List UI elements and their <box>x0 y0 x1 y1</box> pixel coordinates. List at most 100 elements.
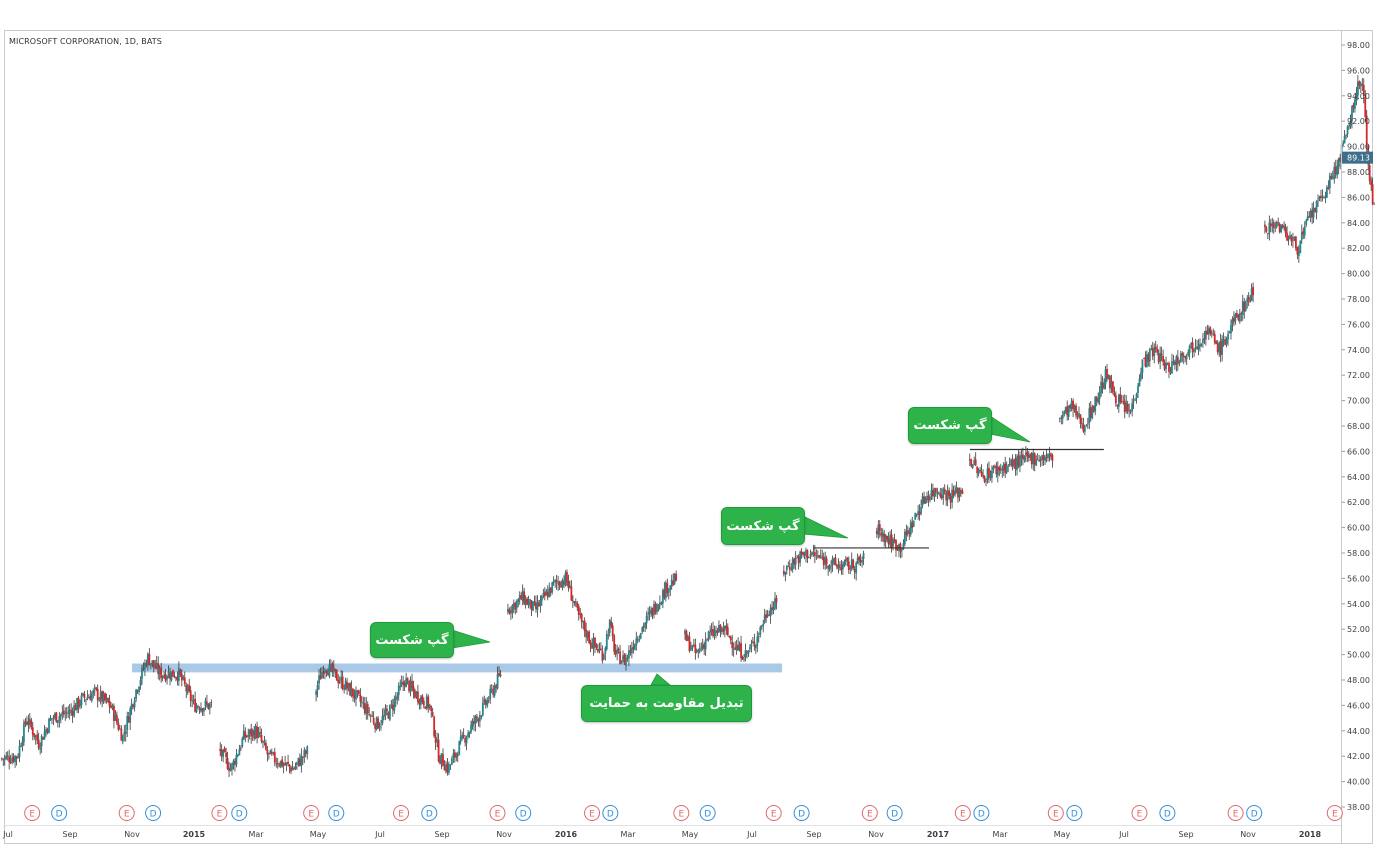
candle <box>90 691 93 703</box>
dividend-marker[interactable]: D <box>886 805 903 821</box>
candle <box>39 742 42 755</box>
candle <box>1132 394 1135 409</box>
earnings-marker[interactable]: E <box>118 805 135 821</box>
dividend-marker[interactable]: D <box>515 805 532 821</box>
candle <box>362 696 365 710</box>
candle <box>191 694 194 708</box>
candle <box>908 527 911 540</box>
dividend-marker[interactable]: D <box>145 805 162 821</box>
candle <box>836 563 838 570</box>
earnings-marker[interactable]: E <box>861 805 878 821</box>
candle <box>760 624 763 630</box>
candle <box>1362 78 1365 104</box>
candle <box>656 603 658 615</box>
candle <box>399 679 402 691</box>
candle <box>799 550 801 567</box>
candle <box>1324 191 1327 204</box>
candle <box>859 553 862 566</box>
earnings-marker[interactable]: E <box>211 805 228 821</box>
earnings-marker[interactable]: E <box>1047 805 1064 821</box>
dividend-marker[interactable]: D <box>231 805 248 821</box>
dividend-marker[interactable]: D <box>699 805 716 821</box>
candle <box>1063 410 1066 417</box>
candle <box>551 581 554 595</box>
candle <box>1302 227 1305 240</box>
candle <box>1005 461 1008 475</box>
candle <box>21 736 24 752</box>
candle <box>554 579 557 588</box>
candle <box>375 716 378 731</box>
time-tick-label: Nov <box>124 830 140 839</box>
dividend-marker[interactable]: D <box>1159 805 1176 821</box>
candle <box>1306 211 1309 221</box>
dividend-marker[interactable]: D <box>793 805 810 821</box>
candle <box>49 715 52 722</box>
earnings-marker[interactable]: E <box>489 805 506 821</box>
earnings-marker[interactable]: E <box>303 805 320 821</box>
candle <box>803 551 806 560</box>
candle <box>269 749 272 755</box>
candle <box>163 671 166 679</box>
candle <box>42 736 45 740</box>
candle <box>279 760 282 769</box>
earnings-marker[interactable]: E <box>393 805 410 821</box>
dividend-marker[interactable]: D <box>973 805 990 821</box>
candle <box>1172 355 1175 366</box>
candle <box>825 555 828 569</box>
candle <box>914 512 917 521</box>
candle <box>440 753 443 769</box>
earnings-marker[interactable]: E <box>1131 805 1148 821</box>
candle <box>507 603 509 615</box>
candle <box>548 582 551 598</box>
earnings-marker[interactable]: E <box>1227 805 1244 821</box>
candle <box>461 731 464 741</box>
earnings-marker[interactable]: E <box>954 805 971 821</box>
dividend-marker[interactable]: D <box>328 805 345 821</box>
candle <box>1013 458 1015 469</box>
candle <box>563 575 565 589</box>
candle <box>408 679 410 694</box>
candle <box>703 641 706 656</box>
candle <box>384 704 387 720</box>
candle <box>449 764 452 770</box>
earnings-marker[interactable]: E <box>765 805 782 821</box>
candle <box>48 717 50 734</box>
candle <box>1106 364 1108 382</box>
price-tick-label: 76.00 <box>1347 320 1370 329</box>
candle <box>6 751 9 761</box>
candle <box>1104 366 1107 390</box>
candle <box>517 598 520 608</box>
earnings-marker[interactable]: E <box>673 805 690 821</box>
price-tick-label: 64.00 <box>1347 473 1370 482</box>
candle <box>598 642 601 654</box>
earnings-marker[interactable]: E <box>584 805 601 821</box>
candle <box>939 487 942 499</box>
candle <box>0 757 3 761</box>
candle <box>1230 319 1232 340</box>
candle <box>861 556 863 568</box>
candle <box>707 630 710 642</box>
dividend-marker[interactable]: D <box>1066 805 1083 821</box>
earnings-marker[interactable]: E <box>1326 805 1343 821</box>
dividend-marker[interactable]: D <box>602 805 619 821</box>
earnings-marker[interactable]: E <box>24 805 41 821</box>
dividend-marker[interactable]: D <box>421 805 438 821</box>
candle <box>774 592 776 611</box>
candle <box>1196 339 1198 350</box>
candle <box>586 630 589 641</box>
candle <box>201 707 204 716</box>
time-tick-label: Nov <box>868 830 884 839</box>
dividend-marker[interactable]: D <box>1246 805 1263 821</box>
candle <box>1364 90 1367 122</box>
event-label: E <box>495 810 501 820</box>
candle <box>428 703 431 710</box>
candle <box>1109 374 1111 394</box>
candle <box>1095 396 1098 407</box>
event-label: E <box>217 810 223 820</box>
candle <box>396 692 399 705</box>
candle <box>424 706 427 710</box>
candle <box>841 561 844 576</box>
dividend-marker[interactable]: D <box>51 805 68 821</box>
candle <box>287 754 289 767</box>
